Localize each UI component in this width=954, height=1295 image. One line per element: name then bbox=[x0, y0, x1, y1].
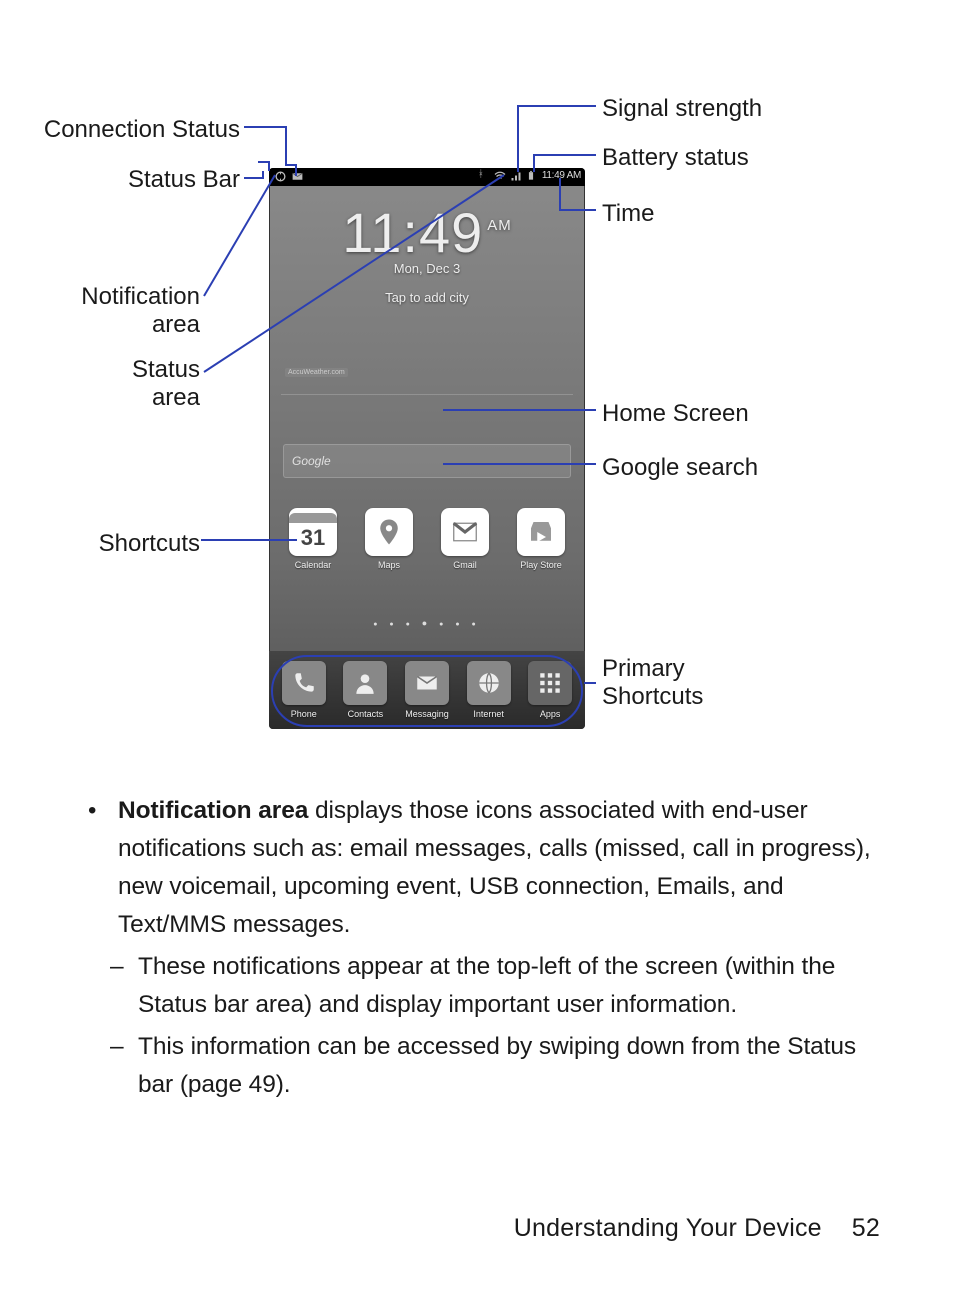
app-label: Play Store bbox=[510, 560, 572, 570]
label-battery-status: Battery status bbox=[602, 144, 749, 172]
dock-label: Internet bbox=[458, 709, 520, 719]
leader-signal-strength bbox=[518, 106, 596, 172]
contacts-icon bbox=[343, 661, 387, 705]
primary-shortcut-dock: Phone Contacts Messaging Internet bbox=[269, 651, 585, 729]
status-bar-time: 11:49 AM bbox=[542, 170, 581, 181]
wifi-icon bbox=[494, 169, 507, 182]
bullet-notification-area: Notification area displays those icons a… bbox=[78, 792, 888, 944]
document-page: Connection Status Status Bar Notificatio… bbox=[0, 0, 954, 1295]
accuweather-badge: AccuWeather.com bbox=[285, 368, 348, 377]
dock-internet[interactable]: Internet bbox=[458, 661, 520, 719]
app-shortcut-row: 31 Calendar Maps Gmail bbox=[269, 508, 585, 594]
dock-phone[interactable]: Phone bbox=[273, 661, 335, 719]
label-connection-status: Connection Status bbox=[44, 116, 240, 144]
signal-icon bbox=[510, 169, 523, 182]
app-label: Maps bbox=[358, 560, 420, 570]
dock-label: Apps bbox=[519, 709, 581, 719]
footer-page-number: 52 bbox=[852, 1214, 880, 1242]
sync-icon bbox=[274, 170, 287, 183]
apps-icon bbox=[528, 661, 572, 705]
clock-widget: 11:49AM Mon, Dec 3 Tap to add city bbox=[269, 200, 585, 305]
dock-messaging[interactable]: Messaging bbox=[396, 661, 458, 719]
app-label: Gmail bbox=[434, 560, 496, 570]
bluetooth-icon: ᚼ bbox=[478, 169, 491, 182]
clock-tap-city: Tap to add city bbox=[269, 290, 585, 305]
internet-icon bbox=[467, 661, 511, 705]
widget-divider bbox=[281, 394, 573, 395]
dock-apps[interactable]: Apps bbox=[519, 661, 581, 719]
dock-contacts[interactable]: Contacts bbox=[335, 661, 397, 719]
envelope-icon bbox=[291, 170, 304, 183]
playstore-icon bbox=[517, 508, 565, 556]
label-status-bar: Status Bar bbox=[128, 166, 240, 194]
label-primary-shortcuts: Primary Shortcuts bbox=[602, 655, 703, 712]
google-placeholder: Google bbox=[292, 454, 331, 468]
dock-label: Phone bbox=[273, 709, 335, 719]
bold-term: Notification area bbox=[118, 797, 308, 824]
footer-section: Understanding Your Device bbox=[514, 1214, 822, 1242]
google-search-bar[interactable]: Google bbox=[283, 444, 571, 478]
label-home-screen: Home Screen bbox=[602, 400, 749, 428]
battery-icon bbox=[526, 169, 539, 182]
app-label: Calendar bbox=[282, 560, 344, 570]
status-bar-right: ᚼ 11:49 AM bbox=[478, 169, 581, 182]
body-paragraph: Notification area displays those icons a… bbox=[78, 792, 888, 1104]
gmail-icon bbox=[441, 508, 489, 556]
clock-time-value: 11:49 bbox=[342, 201, 483, 264]
app-playstore[interactable]: Play Store bbox=[510, 508, 572, 570]
clock-ampm: AM bbox=[487, 217, 512, 234]
clock-date: Mon, Dec 3 bbox=[269, 261, 585, 276]
leader-status-bar-tick bbox=[258, 162, 269, 171]
dock-label: Messaging bbox=[396, 709, 458, 719]
homescreen-diagram: Connection Status Status Bar Notificatio… bbox=[0, 60, 954, 760]
page-indicator: ● ● ● ● ● ● ● bbox=[269, 618, 585, 628]
label-time: Time bbox=[602, 200, 654, 228]
label-status-area: Status area bbox=[132, 356, 200, 413]
phone-status-bar: ᚼ 11:49 AM bbox=[269, 168, 585, 186]
maps-icon bbox=[365, 508, 413, 556]
status-bar-left bbox=[274, 170, 304, 183]
app-calendar[interactable]: 31 Calendar bbox=[282, 508, 344, 570]
app-gmail[interactable]: Gmail bbox=[434, 508, 496, 570]
label-notification-area: Notification area bbox=[81, 283, 200, 340]
messaging-icon bbox=[405, 661, 449, 705]
app-maps[interactable]: Maps bbox=[358, 508, 420, 570]
dock-label: Contacts bbox=[335, 709, 397, 719]
calendar-icon: 31 bbox=[289, 508, 337, 556]
sub-bullet-2: This information can be accessed by swip… bbox=[78, 1028, 888, 1104]
label-signal-strength: Signal strength bbox=[602, 95, 762, 123]
clock-time: 11:49AM bbox=[269, 200, 585, 265]
phone-icon bbox=[282, 661, 326, 705]
leader-status-bar bbox=[244, 171, 263, 178]
phone-mockup: ᚼ 11:49 AM 11:49AM Mon, D bbox=[269, 168, 585, 729]
sub-bullet-1: These notifications appear at the top-le… bbox=[78, 948, 888, 1024]
label-shortcuts: Shortcuts bbox=[99, 530, 200, 558]
page-footer: Understanding Your Device 52 bbox=[0, 1214, 954, 1243]
label-google-search: Google search bbox=[602, 454, 758, 482]
